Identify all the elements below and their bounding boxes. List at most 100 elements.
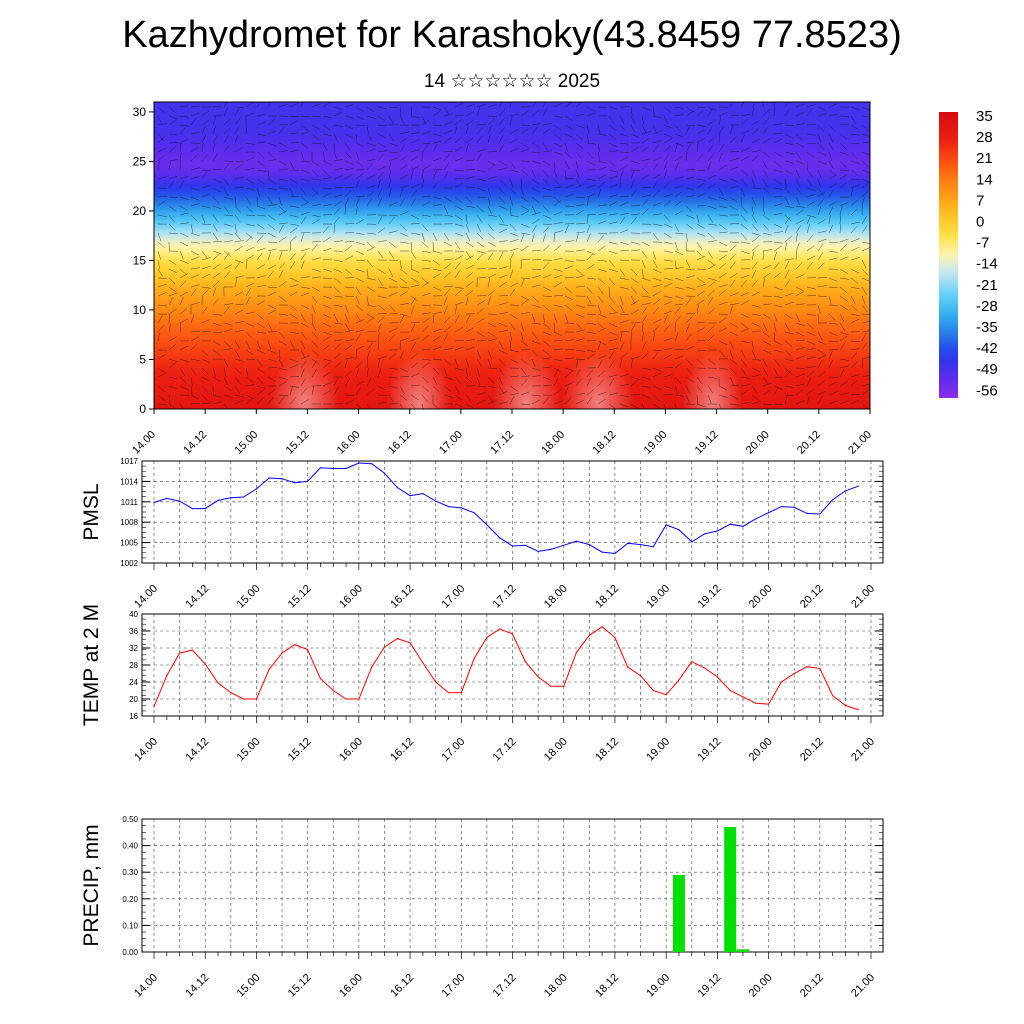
wind-barb (322, 160, 332, 165)
wind-barb (619, 304, 625, 314)
wind-barb (410, 342, 417, 351)
pmsl-point (153, 501, 155, 504)
wind-barb (344, 197, 349, 207)
wind-barb (740, 130, 750, 135)
wind-barb (245, 223, 255, 227)
wind-barb (454, 241, 461, 250)
wind-barb (300, 378, 306, 387)
wind-barb (520, 340, 529, 347)
wind-barb (454, 102, 464, 108)
wind-barb (201, 223, 212, 225)
wind-barb (696, 376, 703, 385)
wind-barb (377, 368, 382, 378)
wind-barb (564, 224, 569, 234)
wind-barb (454, 346, 464, 351)
wind-barb (575, 286, 586, 288)
wind-barb (234, 125, 240, 135)
wind-barb (443, 305, 449, 315)
wind-barb (542, 128, 551, 135)
wind-barb (795, 178, 801, 188)
wind-barb (740, 250, 750, 254)
wind-barb (487, 273, 497, 279)
wind-barb (553, 274, 563, 279)
wind-barb (410, 268, 420, 273)
wind-barb (190, 203, 200, 207)
wind-barb (333, 240, 343, 243)
wind-barb (432, 204, 442, 207)
wind-barb (388, 334, 396, 342)
wind-barb (520, 233, 525, 243)
wind-barb (366, 241, 374, 249)
wind-barb (212, 105, 222, 108)
wind-barb (432, 268, 442, 272)
wind-barb (608, 338, 618, 342)
wind-barb (553, 295, 564, 297)
wind-barb (641, 241, 651, 247)
wind-barb (828, 113, 838, 117)
wind-barb (355, 368, 360, 378)
wind-barb (311, 133, 320, 140)
wind-barb (509, 358, 519, 364)
wind-barb (608, 241, 618, 245)
wind-barb (157, 367, 166, 374)
wind-barb (751, 223, 758, 232)
wind-barb (817, 106, 827, 111)
wind-barb (454, 196, 463, 203)
wind-barb (828, 183, 838, 189)
wind-barb (179, 296, 184, 306)
wind-barb (707, 308, 716, 315)
wind-barb (179, 280, 187, 288)
wind-barb (256, 358, 263, 367)
wind-barb (795, 331, 805, 337)
temp-point (665, 694, 667, 696)
wind-barb (476, 205, 484, 213)
wind-barb (641, 403, 645, 409)
wind-barb (729, 272, 738, 279)
wind-barb (586, 349, 596, 353)
wind-barb (652, 115, 662, 119)
wind-barb (179, 222, 189, 225)
wind-barb (773, 272, 782, 279)
pmsl-y-tick-label: 1011 (121, 498, 139, 507)
wind-barb (498, 322, 508, 327)
wind-barb (487, 338, 497, 342)
wind-barb (531, 313, 536, 323)
wind-barb (619, 170, 624, 180)
wind-barb (344, 168, 354, 171)
wind-barb (487, 358, 492, 368)
wind-barb (542, 107, 548, 117)
wind-barb (531, 218, 540, 225)
wind-barb (201, 171, 208, 180)
wind-barb (476, 232, 484, 240)
wind-barb (564, 382, 574, 387)
wind-barb (817, 304, 821, 314)
wind-barb (245, 156, 255, 162)
wind-barb (608, 322, 618, 328)
wind-barb (751, 367, 761, 373)
wind-barb (300, 196, 309, 203)
wind-barb (256, 232, 267, 234)
wind-barb (817, 230, 827, 234)
wind-barb (553, 124, 562, 131)
precip-y-tick-label: 0.10 (122, 921, 138, 930)
wind-barb (828, 224, 834, 234)
wind-barb (234, 107, 240, 117)
wind-barb (850, 340, 861, 342)
wind-barb (630, 277, 639, 284)
wind-barb (652, 157, 662, 162)
wind-barb (212, 313, 222, 316)
wind-barb (751, 187, 762, 189)
wind-barb (311, 349, 319, 356)
wind-barb (751, 279, 758, 288)
wind-barb (487, 313, 498, 315)
wind-barb (355, 381, 364, 387)
wind-barb (784, 102, 790, 108)
wind-barb (168, 223, 176, 231)
wind-barb (696, 109, 704, 117)
wind-barb (487, 241, 496, 247)
wind-barb (410, 305, 415, 315)
wind-barb (641, 277, 651, 282)
wind-barb (784, 178, 787, 188)
wind-barb (344, 245, 353, 252)
